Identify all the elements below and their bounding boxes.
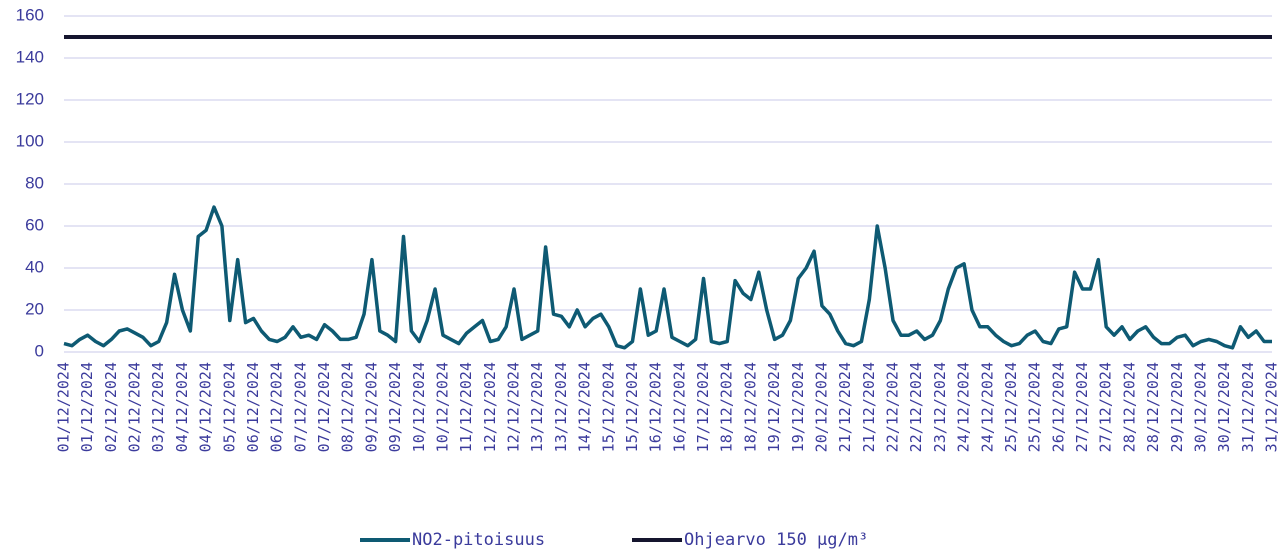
y-tick-label: 140 xyxy=(16,47,44,66)
x-tick-label: 07/12/2024 xyxy=(291,362,309,452)
x-tick-label: 08/12/2024 xyxy=(339,362,357,452)
x-tick-label: 17/12/2024 xyxy=(694,362,712,452)
x-tick-label: 19/12/2024 xyxy=(765,362,783,452)
x-tick-label: 21/12/2024 xyxy=(836,362,854,452)
x-tick-label: 09/12/2024 xyxy=(386,362,404,452)
x-tick-label: 15/12/2024 xyxy=(599,362,617,452)
y-tick-label: 20 xyxy=(25,299,44,318)
series-line xyxy=(63,205,1272,350)
x-tick-label: 14/12/2024 xyxy=(576,362,594,452)
x-tick-label: 11/12/2024 xyxy=(457,362,475,452)
y-tick-label: 80 xyxy=(25,173,44,192)
x-tick-label: 22/12/2024 xyxy=(907,362,925,452)
x-tick-label: 27/12/2024 xyxy=(1097,362,1115,452)
x-tick-label: 02/12/2024 xyxy=(102,362,120,452)
legend-label: NO2-pitoisuus xyxy=(412,530,545,550)
y-tick-label: 60 xyxy=(25,215,44,234)
x-tick-label: 20/12/2024 xyxy=(812,362,830,452)
x-tick-label: 01/12/2024 xyxy=(55,362,73,452)
y-tick-label: 120 xyxy=(16,89,44,108)
x-tick-label: 18/12/2024 xyxy=(741,362,759,452)
x-tick-label: 29/12/2024 xyxy=(1168,362,1186,452)
legend-label: Ohjearvo 150 µg/m³ xyxy=(684,530,868,550)
y-tick-label: 100 xyxy=(16,131,44,150)
x-tick-label: 28/12/2024 xyxy=(1144,362,1162,452)
x-tick-label: 31/12/2024 xyxy=(1263,362,1281,452)
x-tick-label: 31/12/2024 xyxy=(1239,362,1257,452)
x-tick-label: 25/12/2024 xyxy=(1026,362,1044,452)
x-tick-label: 06/12/2024 xyxy=(244,362,262,452)
x-tick-label: 30/12/2024 xyxy=(1191,362,1209,452)
x-tick-label: 24/12/2024 xyxy=(978,362,996,452)
x-tick-label: 01/12/2024 xyxy=(78,362,96,452)
x-tick-label: 04/12/2024 xyxy=(173,362,191,452)
x-tick-label: 12/12/2024 xyxy=(481,362,499,452)
x-tick-label: 12/12/2024 xyxy=(505,362,523,452)
x-tick-label: 28/12/2024 xyxy=(1120,362,1138,452)
x-tick-label: 16/12/2024 xyxy=(647,362,665,452)
x-tick-label: 27/12/2024 xyxy=(1073,362,1091,452)
x-tick-label: 19/12/2024 xyxy=(789,362,807,452)
x-tick-label: 13/12/2024 xyxy=(528,362,546,452)
y-tick-label: 40 xyxy=(25,257,44,276)
x-tick-label: 07/12/2024 xyxy=(315,362,333,452)
x-tick-label: 18/12/2024 xyxy=(718,362,736,452)
x-tick-label: 02/12/2024 xyxy=(126,362,144,452)
x-tick-label: 05/12/2024 xyxy=(220,362,238,452)
x-tick-label: 13/12/2024 xyxy=(552,362,570,452)
x-tick-label: 30/12/2024 xyxy=(1215,362,1233,452)
y-tick-label: 0 xyxy=(35,341,44,360)
x-tick-label: 06/12/2024 xyxy=(268,362,286,452)
x-tick-label: 23/12/2024 xyxy=(931,362,949,452)
x-tick-label: 15/12/2024 xyxy=(623,362,641,452)
x-tick-label: 04/12/2024 xyxy=(197,362,215,452)
x-tick-label: 21/12/2024 xyxy=(860,362,878,452)
x-tick-label: 22/12/2024 xyxy=(884,362,902,452)
x-tick-label: 09/12/2024 xyxy=(362,362,380,452)
x-tick-label: 24/12/2024 xyxy=(955,362,973,452)
x-tick-label: 25/12/2024 xyxy=(1002,362,1020,452)
x-tick-label: 10/12/2024 xyxy=(410,362,428,452)
x-tick-label: 03/12/2024 xyxy=(149,362,167,452)
x-tick-label: 26/12/2024 xyxy=(1049,362,1067,452)
y-tick-label: 160 xyxy=(16,5,44,24)
x-tick-label: 10/12/2024 xyxy=(433,362,451,452)
x-tick-label: 16/12/2024 xyxy=(670,362,688,452)
